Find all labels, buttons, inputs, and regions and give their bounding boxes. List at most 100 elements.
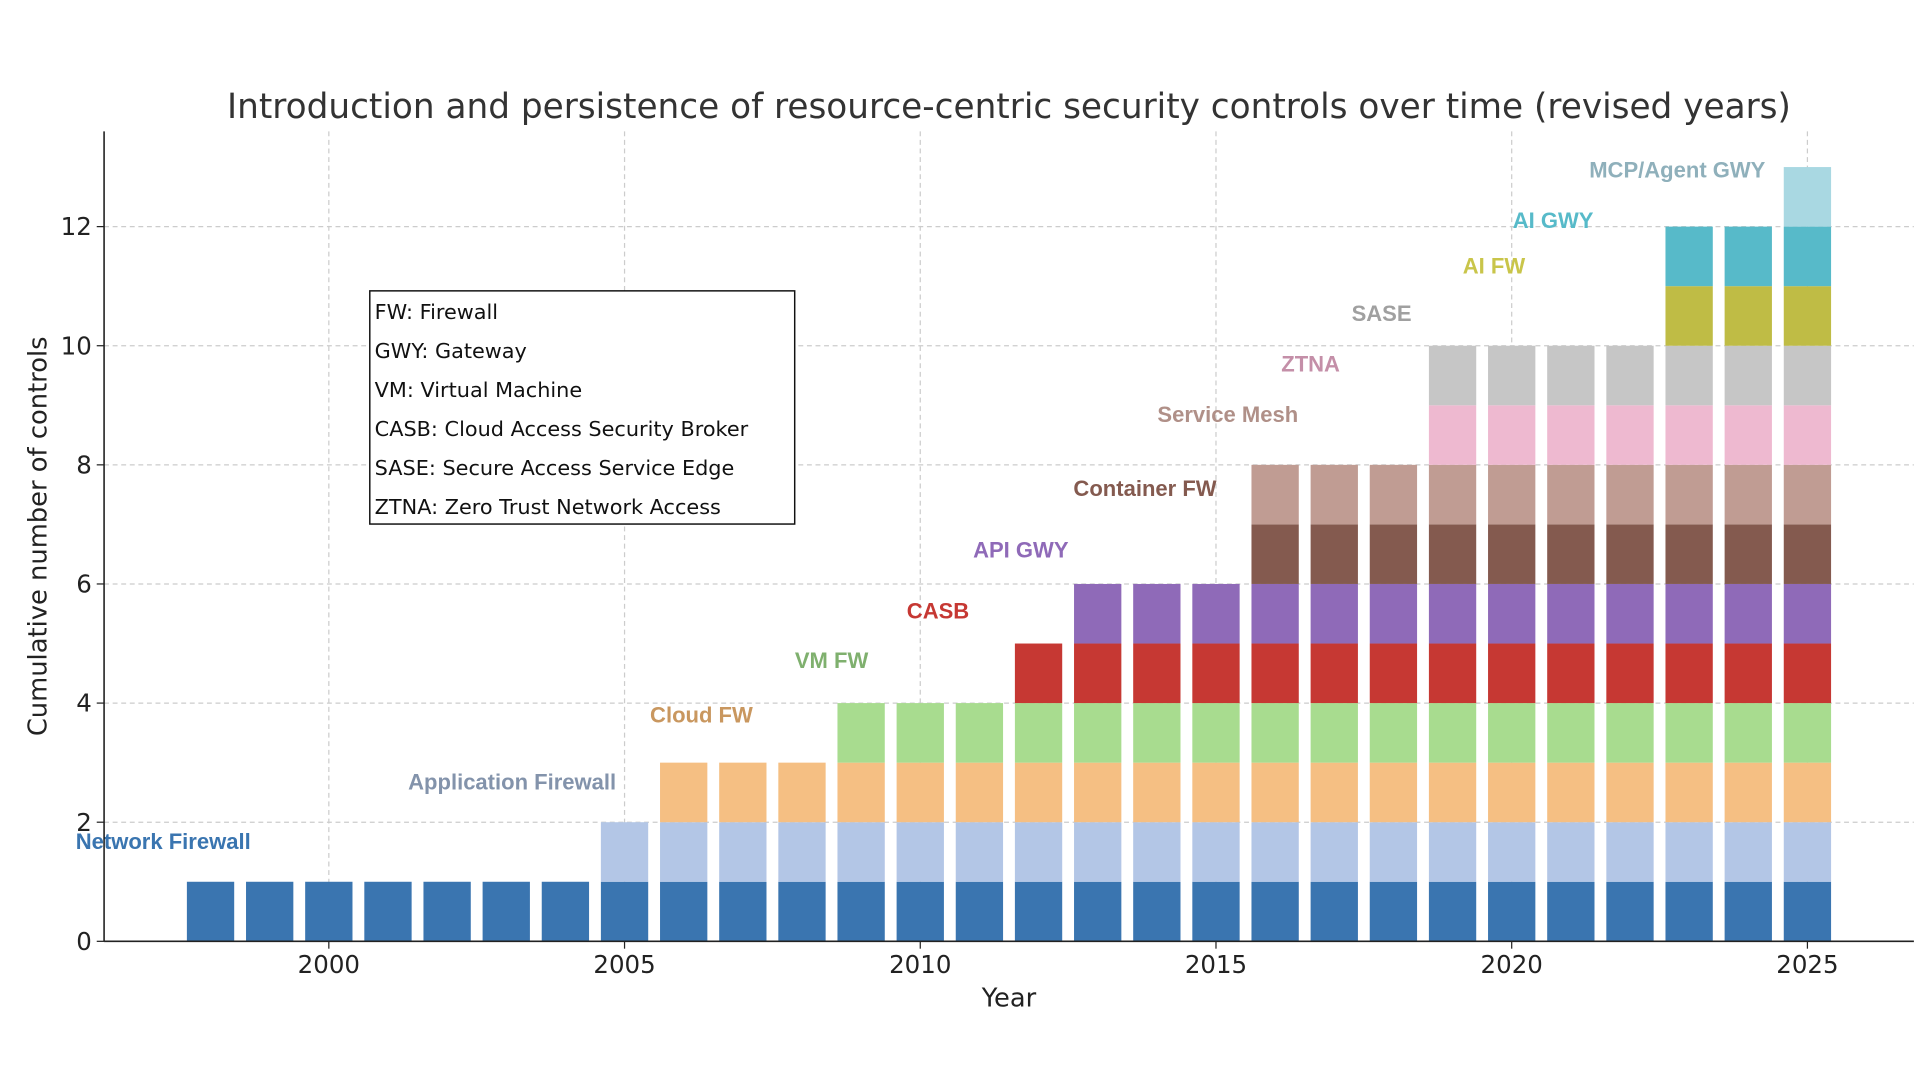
bar-segment	[1547, 583, 1595, 644]
x-tick-label: 2025	[1776, 950, 1838, 979]
series-label: MCP/Agent GWY	[1589, 157, 1765, 182]
legend-entry: SASE: Secure Access Service Edge	[375, 456, 735, 480]
series-label: Network Firewall	[76, 829, 251, 854]
series-label: Service Mesh	[1157, 402, 1298, 427]
chart-title: Introduction and persistence of resource…	[227, 87, 1791, 127]
bar-segment	[896, 762, 944, 823]
bar-segment	[1783, 345, 1832, 406]
bar-segment	[1606, 524, 1654, 584]
bar-segment	[1369, 822, 1418, 882]
bar-segment	[1547, 405, 1595, 465]
bar-segment	[1014, 881, 1063, 942]
bar-segment	[1251, 703, 1299, 763]
bar-segment	[1724, 822, 1772, 882]
x-tick-label: 2015	[1185, 950, 1247, 979]
bar-segment	[1783, 405, 1832, 465]
series-labels: Network Firewall Application Firewall Clou…	[76, 157, 1766, 854]
bar-segment	[1192, 881, 1240, 942]
bar-segment	[1133, 762, 1181, 823]
bar-segment	[719, 762, 767, 823]
x-tick-label: 2020	[1481, 950, 1543, 979]
bar-segment	[1251, 881, 1299, 942]
bar-segment	[1665, 524, 1713, 584]
series-label: CASB	[907, 599, 969, 624]
bars	[186, 167, 1832, 942]
bar-segment	[719, 822, 767, 882]
bar-segment	[1014, 822, 1063, 882]
bar-segment	[482, 881, 530, 942]
series-label: Application Firewall	[408, 770, 616, 795]
bar-segment	[1192, 762, 1240, 823]
bar-segment	[896, 822, 944, 882]
bar-segment	[1369, 881, 1418, 942]
bar-segment	[1724, 643, 1772, 704]
bar-segment	[837, 822, 885, 882]
bar-segment	[1428, 405, 1477, 465]
bar-segment	[1310, 822, 1358, 882]
bar-segment	[660, 881, 708, 942]
bar-segment	[778, 822, 826, 882]
bar-segment	[1074, 822, 1122, 882]
legend-entry: FW: Firewall	[375, 300, 498, 324]
bar-segment	[1133, 822, 1181, 882]
bar-segment	[1192, 822, 1240, 882]
bar-segment	[1724, 464, 1772, 525]
bar-segment	[186, 881, 235, 942]
bar-segment	[1724, 583, 1772, 644]
x-tick-label: 2000	[298, 950, 360, 979]
bar-segment	[1488, 524, 1536, 584]
y-tick-label: 10	[61, 331, 92, 360]
bar-segment	[1783, 464, 1832, 525]
y-tick-label: 8	[76, 450, 92, 479]
bar-segment	[600, 881, 649, 942]
bar-segment	[1428, 822, 1477, 882]
bar-segment	[1369, 703, 1418, 763]
bar-segment	[1606, 822, 1654, 882]
bar-segment	[1369, 643, 1418, 704]
bar-segment	[1369, 762, 1418, 823]
bar-segment	[1192, 643, 1240, 704]
bar-segment	[719, 881, 767, 942]
bar-segment	[837, 881, 885, 942]
bar-segment	[837, 703, 885, 763]
bar-segment	[1310, 762, 1358, 823]
bar-segment	[1310, 464, 1358, 525]
bar-segment	[1724, 286, 1772, 346]
bar-segment	[1192, 583, 1240, 644]
bar-segment	[896, 881, 944, 942]
bar-segment	[1488, 881, 1536, 942]
bar-segment	[955, 881, 1004, 942]
bar-segment	[1665, 881, 1713, 942]
bar-segment	[1606, 583, 1654, 644]
bar-segment	[660, 822, 708, 882]
bar-segment	[1724, 524, 1772, 584]
x-tick-label: 2005	[593, 950, 655, 979]
bar-segment	[1074, 703, 1122, 763]
bar-segment	[955, 822, 1004, 882]
bar-segment	[1014, 703, 1063, 763]
bar-segment	[1310, 881, 1358, 942]
bar-segment	[1724, 345, 1772, 406]
bar-segment	[1488, 762, 1536, 823]
bar-segment	[1665, 345, 1713, 406]
bar-segment	[1665, 822, 1713, 882]
bar-segment	[1547, 703, 1595, 763]
bar-segment	[1014, 643, 1063, 704]
bar-segment	[1369, 524, 1418, 584]
bar-segment	[1783, 762, 1832, 823]
bar-segment	[1074, 583, 1122, 644]
legend-entry: ZTNA: Zero Trust Network Access	[375, 495, 721, 519]
bar-segment	[1251, 822, 1299, 882]
bar-segment	[1724, 881, 1772, 942]
series-label: VM FW	[795, 648, 869, 673]
bar-segment	[1783, 583, 1832, 644]
bar-segment	[1488, 345, 1536, 406]
bar-segment	[1606, 881, 1654, 942]
legend-entry: CASB: Cloud Access Security Broker	[375, 417, 749, 441]
bar-segment	[1606, 643, 1654, 704]
legend-entry: VM: Virtual Machine	[375, 378, 582, 402]
bar-segment	[1665, 464, 1713, 525]
bar-segment	[1310, 643, 1358, 704]
series-label: ZTNA	[1281, 352, 1340, 377]
bar-segment	[1783, 226, 1832, 287]
